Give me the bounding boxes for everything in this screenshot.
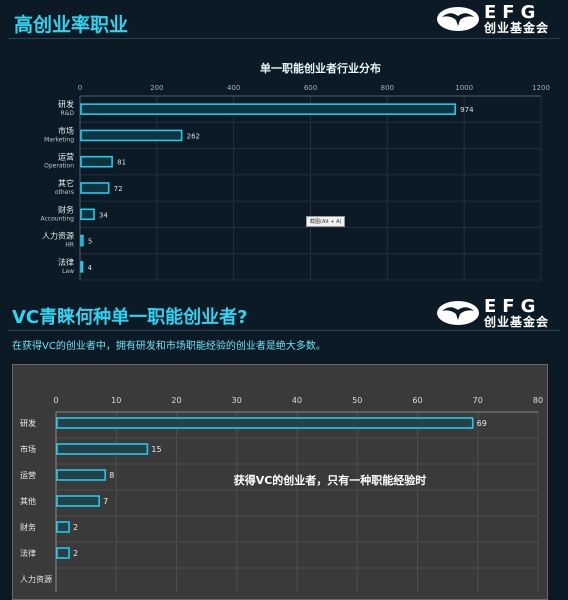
- bar: [56, 417, 474, 429]
- x-tick-label: 70: [473, 396, 483, 405]
- vc-chart-panel: [12, 364, 548, 600]
- efg-logo-top: EFG 创业基金会: [436, 4, 549, 34]
- data-label: 2: [73, 549, 78, 558]
- category-label: 法律: [58, 257, 74, 267]
- category-label: 研发: [58, 99, 74, 109]
- x-tick-label: 30: [232, 396, 242, 405]
- section1-title: 高创业率职业: [14, 14, 129, 36]
- x-tick-label: 1000: [455, 84, 473, 92]
- data-label: 34: [99, 211, 108, 219]
- data-label: 974: [460, 106, 474, 114]
- category-label: 人力资源: [42, 231, 74, 241]
- bar: [80, 234, 84, 247]
- x-tick-label: 0: [78, 84, 82, 92]
- logo-letters: EFG: [484, 2, 542, 23]
- x-tick-label: 0: [53, 396, 58, 405]
- section-high-startup-rate: [0, 0, 568, 300]
- data-label: 81: [117, 159, 126, 167]
- data-label: 5: [88, 238, 92, 246]
- logo-name: 创业基金会: [484, 315, 550, 329]
- category-label-en: Operation: [44, 163, 74, 170]
- x-tick-label: 1200: [532, 84, 550, 92]
- bar: [80, 182, 110, 194]
- category-label-en: HR: [65, 242, 74, 249]
- screenshot-tooltip: 截图(Alt + A): [306, 216, 346, 227]
- data-label: 8: [109, 471, 114, 480]
- section2-title: VC青睐何种单一职能创业者?: [12, 307, 248, 328]
- section2-subtitle: 在获得VC的创业者中，拥有研发和市场职能经验的创业者是绝大多数。: [12, 341, 326, 352]
- x-tick-label: 800: [381, 84, 394, 92]
- category-label: 人力资源: [20, 574, 52, 584]
- chart-industry-distribution: 单一职能创业者行业分布 0 200 400 600 800 1000 1200 研发R&D 974…: [40, 61, 550, 281]
- logo-name: 创业基金会: [484, 21, 550, 35]
- data-label: 262: [187, 132, 200, 140]
- x-tick-label: 400: [227, 84, 240, 92]
- category-label: 市场: [58, 125, 74, 135]
- eagle-icon: [437, 7, 479, 31]
- category-label-en: R&D: [61, 110, 75, 117]
- x-tick-label: 200: [150, 84, 163, 92]
- data-label: 72: [114, 185, 123, 193]
- x-tick-label: 20: [171, 396, 181, 405]
- x-tick-label: 600: [304, 84, 317, 92]
- category-label-en: Marketing: [44, 136, 74, 143]
- eagle-icon: [437, 301, 479, 325]
- bar: [56, 495, 100, 507]
- bar: [80, 129, 183, 142]
- category-label-en: Law: [62, 268, 74, 275]
- bar: [80, 103, 456, 115]
- x-tick-label: 10: [111, 396, 121, 405]
- logo-letters: EFG: [484, 296, 542, 317]
- bar: [80, 261, 84, 273]
- category-label: 法律: [20, 548, 36, 558]
- x-tick-label: 50: [352, 396, 362, 405]
- bar: [80, 208, 95, 221]
- bar: [56, 521, 70, 533]
- efg-logo-bottom: EFG 创业基金会: [436, 298, 549, 328]
- data-label: 4: [88, 264, 93, 272]
- category-label: 其它: [58, 178, 74, 188]
- x-tick-label: 80: [533, 396, 543, 405]
- data-label: 69: [477, 419, 487, 428]
- section2-divider: [8, 330, 560, 331]
- data-label: 7: [103, 497, 108, 506]
- category-label: 财务: [20, 522, 36, 532]
- category-label: 其他: [20, 496, 36, 506]
- data-label: 15: [151, 445, 161, 454]
- category-label: 财务: [58, 204, 74, 214]
- x-tick-label: 60: [412, 396, 422, 405]
- category-label: 运营: [58, 152, 74, 162]
- category-label: 运营: [20, 470, 36, 480]
- data-label: 2: [73, 523, 78, 532]
- chart2-annotation: 获得VC的创业者，只有一种职能经验时: [234, 473, 427, 487]
- bar: [56, 443, 149, 455]
- category-label: 市场: [20, 444, 36, 454]
- bar: [56, 469, 107, 481]
- x-tick-label: 40: [292, 396, 302, 405]
- category-label-en: Accounting: [40, 215, 74, 222]
- category-label-en: others: [55, 189, 74, 196]
- bar: [56, 547, 70, 559]
- section1-divider: [8, 38, 560, 39]
- chart1-title: 单一职能创业者行业分布: [260, 61, 381, 75]
- category-label: 研发: [20, 418, 36, 428]
- bar: [80, 155, 113, 168]
